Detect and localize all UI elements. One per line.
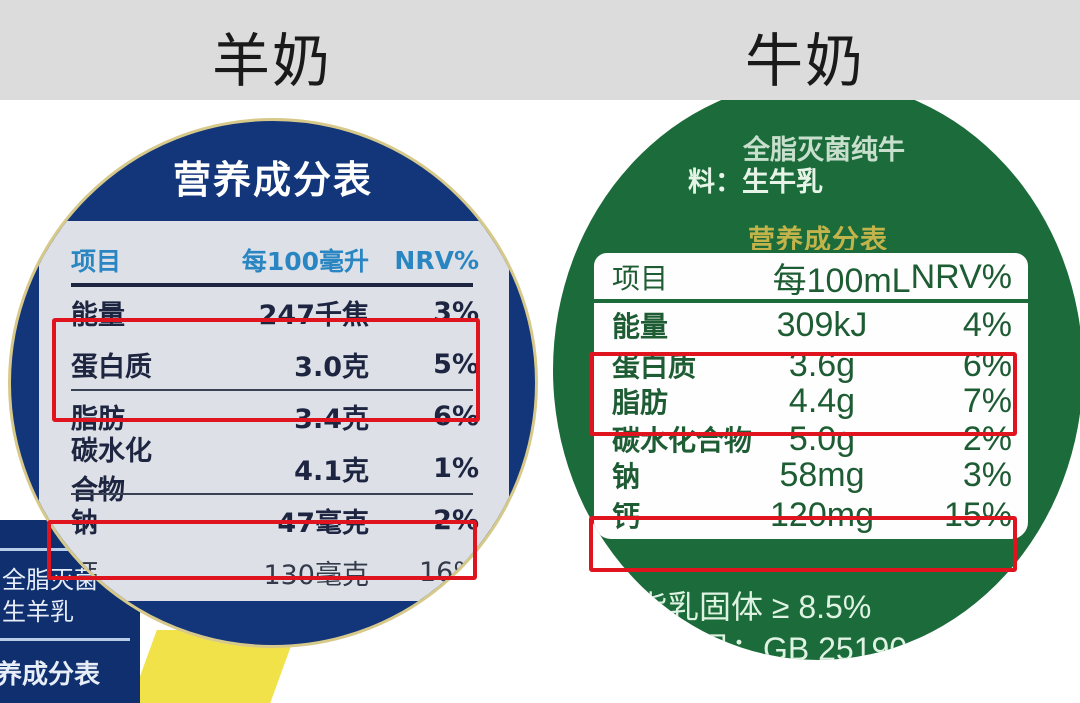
highlight-protein-fat [589, 352, 1017, 436]
row-nrv: 1% [433, 452, 479, 484]
nutrition-table: 项目 每100mL NRV% 能量 309kJ 4% 蛋白质 3.6g 6% 脂… [591, 250, 1031, 542]
cow-milk-nutrition-label: 全脂灭菌纯牛 料：生牛乳 营养成分表 项目 每100mL NRV% 能量 309… [553, 100, 1080, 660]
nutrition-table: 项目 每100毫升 NRV% 能量 247千焦 3% 蛋白质 3.0克 5% 脂… [39, 221, 509, 601]
row-amount: 120mg [770, 495, 874, 534]
highlight-protein-fat [52, 318, 480, 422]
standard-code-text: 标准代号：GB 25190 [603, 631, 908, 660]
cow-milk-label-photo: 全脂灭菌纯牛 料：生牛乳 营养成分表 项目 每100mL NRV% 能量 309… [545, 100, 1080, 703]
nonfat-solids-text: 非脂乳固体 ≥ 8.5% [603, 589, 872, 625]
goat-milk-nutrition-label: 营养成分表 项目 每100毫升 NRV% 能量 247千焦 3% 蛋白质 3.0… [8, 118, 538, 648]
row-amount: 3.0克 [294, 351, 369, 383]
row-nrv: 6% [962, 345, 1012, 384]
row-item: 能量 [612, 310, 669, 343]
back-label-line2: 生羊乳 [2, 598, 74, 626]
row-amount: 5.0g [788, 419, 856, 458]
row-nrv: 4% [962, 305, 1012, 344]
row-item: 脂肪 [612, 386, 669, 419]
row-amount: 247千焦 [258, 299, 369, 331]
row-item: 能量 [71, 299, 125, 331]
column-header: NRV% [910, 257, 1012, 296]
table-row: 蛋白质 3.0克 5% [71, 339, 479, 389]
row-item: 钠 [612, 460, 641, 493]
table-row: 钙 130毫克 16% [71, 547, 479, 597]
table-header-row: 项目 每100mL NRV% [612, 257, 1012, 300]
row-amount: 309kJ [776, 305, 868, 344]
comparison-header: 羊奶 牛奶 [0, 0, 1080, 100]
table-row: 脂肪 4.4g 7% [612, 381, 1012, 420]
table-header-row: 项目 每100毫升 NRV% [71, 235, 479, 285]
column-header: NRV% [394, 245, 479, 275]
back-label-line3: 养成分表 [0, 660, 101, 690]
goat-milk-title: 羊奶 [212, 27, 333, 95]
row-item: 碳水化合物 [71, 436, 152, 506]
table-row: 能量 309kJ 4% [612, 305, 1012, 344]
cow-milk-title: 牛奶 [745, 27, 866, 95]
row-nrv: 5% [433, 348, 479, 380]
divider [0, 638, 130, 641]
row-amount: 4.1克 [294, 455, 369, 487]
row-nrv: 6% [433, 400, 479, 432]
row-nrv: 3% [962, 455, 1012, 494]
row-nrv: 15% [943, 495, 1012, 534]
table-row: 碳水化合物 5.0g 2% [612, 419, 1012, 458]
row-item: 碳水化合物 [612, 424, 753, 457]
ingredients-text: 料：生牛乳 [688, 167, 823, 198]
row-nrv: 2% [962, 419, 1012, 458]
row-nrv: 16% [418, 556, 479, 588]
column-header: 每100mL [772, 261, 911, 300]
row-amount: 58mg [779, 455, 865, 494]
column-header: 每100毫升 [241, 247, 369, 276]
goat-milk-label-photo: 全脂灭菌 生羊乳 养成分表 营养成分表 项目 每100毫升 NRV% 能量 24… [0, 100, 545, 703]
product-name-text: 全脂灭菌纯牛 [743, 135, 905, 166]
table-row: 碳水化合物 4.1克 1% [71, 436, 479, 506]
column-header: 项目 [71, 247, 122, 276]
nutrition-title: 营养成分表 [172, 158, 373, 202]
row-amount: 130毫克 [263, 559, 369, 591]
column-header: 项目 [612, 262, 669, 295]
row-amount: 4.4g [788, 381, 856, 420]
row-nrv: 3% [433, 296, 479, 328]
highlight-calcium [589, 516, 1017, 572]
divider [594, 299, 1028, 303]
table-row: 能量 247千焦 3% [71, 287, 479, 337]
divider [71, 389, 473, 391]
divider [71, 493, 473, 495]
row-item: 蛋白质 [71, 351, 152, 383]
row-item: 钙 [71, 559, 98, 591]
row-amount: 3.6g [788, 345, 856, 384]
table-row: 钠 58mg 3% [612, 455, 1012, 494]
divider [71, 283, 473, 287]
row-nrv: 7% [962, 381, 1012, 420]
highlight-calcium [47, 520, 477, 580]
